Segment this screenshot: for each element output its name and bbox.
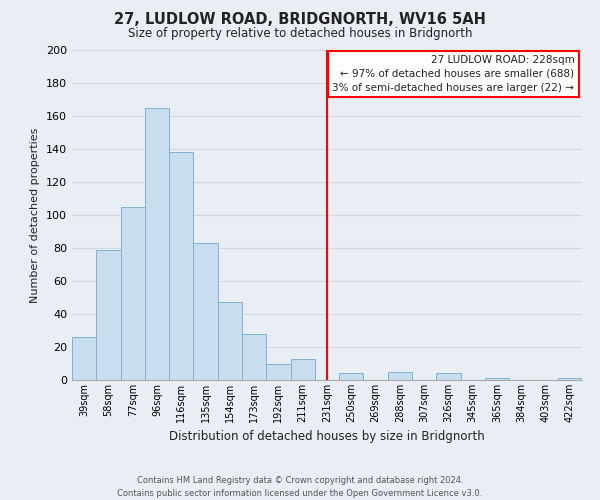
Bar [218,302,242,380]
Bar [339,374,364,380]
Bar [436,374,461,380]
Bar [121,207,145,380]
Bar [485,378,509,380]
Bar [290,358,315,380]
X-axis label: Distribution of detached houses by size in Bridgnorth: Distribution of detached houses by size … [169,430,485,444]
Bar [72,337,96,380]
Text: Contains HM Land Registry data © Crown copyright and database right 2024.
Contai: Contains HM Land Registry data © Crown c… [118,476,482,498]
Bar [96,250,121,380]
Bar [169,152,193,380]
Bar [266,364,290,380]
Bar [193,243,218,380]
Text: 27 LUDLOW ROAD: 228sqm
← 97% of detached houses are smaller (688)
3% of semi-det: 27 LUDLOW ROAD: 228sqm ← 97% of detached… [332,55,574,93]
Bar [388,372,412,380]
Text: 27, LUDLOW ROAD, BRIDGNORTH, WV16 5AH: 27, LUDLOW ROAD, BRIDGNORTH, WV16 5AH [114,12,486,28]
Bar [558,378,582,380]
Bar [145,108,169,380]
Bar [242,334,266,380]
Y-axis label: Number of detached properties: Number of detached properties [31,128,40,302]
Text: Size of property relative to detached houses in Bridgnorth: Size of property relative to detached ho… [128,28,472,40]
